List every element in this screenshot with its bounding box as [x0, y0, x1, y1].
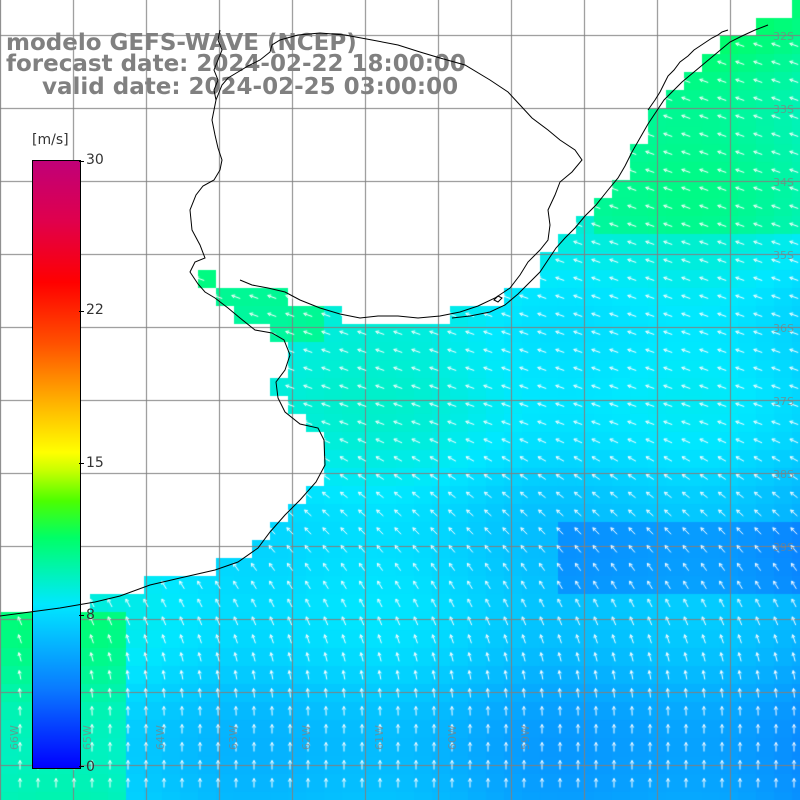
longitude-label: 60W: [446, 725, 459, 750]
colorbar-tick-8: 8: [86, 607, 95, 623]
latitude-label: 37S: [773, 395, 794, 408]
colorbar-tickmark: [79, 311, 84, 312]
latitude-label: 39S: [773, 541, 794, 554]
colorbar-tick-0: 0: [86, 759, 95, 775]
latitude-label: 33S: [773, 103, 794, 116]
colorbar-tickmark: [79, 766, 84, 767]
valid-date: valid date: 2024-02-25 03:00:00: [42, 74, 459, 100]
island: [493, 295, 503, 303]
colorbar-tick-30: 30: [86, 152, 104, 168]
latitude-label: 34S: [773, 176, 794, 189]
longitude-label: 66W: [8, 725, 21, 750]
colorbar-tickmark: [79, 463, 84, 464]
longitude-label: 64W: [154, 725, 167, 750]
longitude-label: 63W: [227, 725, 240, 750]
colorbar: [32, 160, 81, 769]
latitude-label: 32S: [773, 30, 794, 43]
latitude-label: 35S: [773, 249, 794, 262]
model-title: modelo GEFS-WAVE (NCEP): [6, 30, 357, 56]
latitude-label: 38S: [773, 468, 794, 481]
colorbar-tickmark: [79, 161, 84, 162]
longitude-label: 65W: [81, 725, 94, 750]
coastline: [0, 32, 583, 617]
river-border: [213, 29, 223, 101]
colorbar-tick-15: 15: [86, 455, 104, 471]
colorbar-unit: [m/s]: [32, 132, 69, 148]
colorbar-tickmark: [79, 615, 84, 616]
latitude-label: 36S: [773, 322, 794, 335]
coastline-east: [451, 24, 769, 319]
longitude-label: 62W: [300, 725, 313, 750]
longitude-label: 61W: [373, 725, 386, 750]
colorbar-tick-22: 22: [86, 302, 104, 318]
longitude-label: 59W: [519, 725, 532, 750]
lagoon: [647, 29, 729, 111]
